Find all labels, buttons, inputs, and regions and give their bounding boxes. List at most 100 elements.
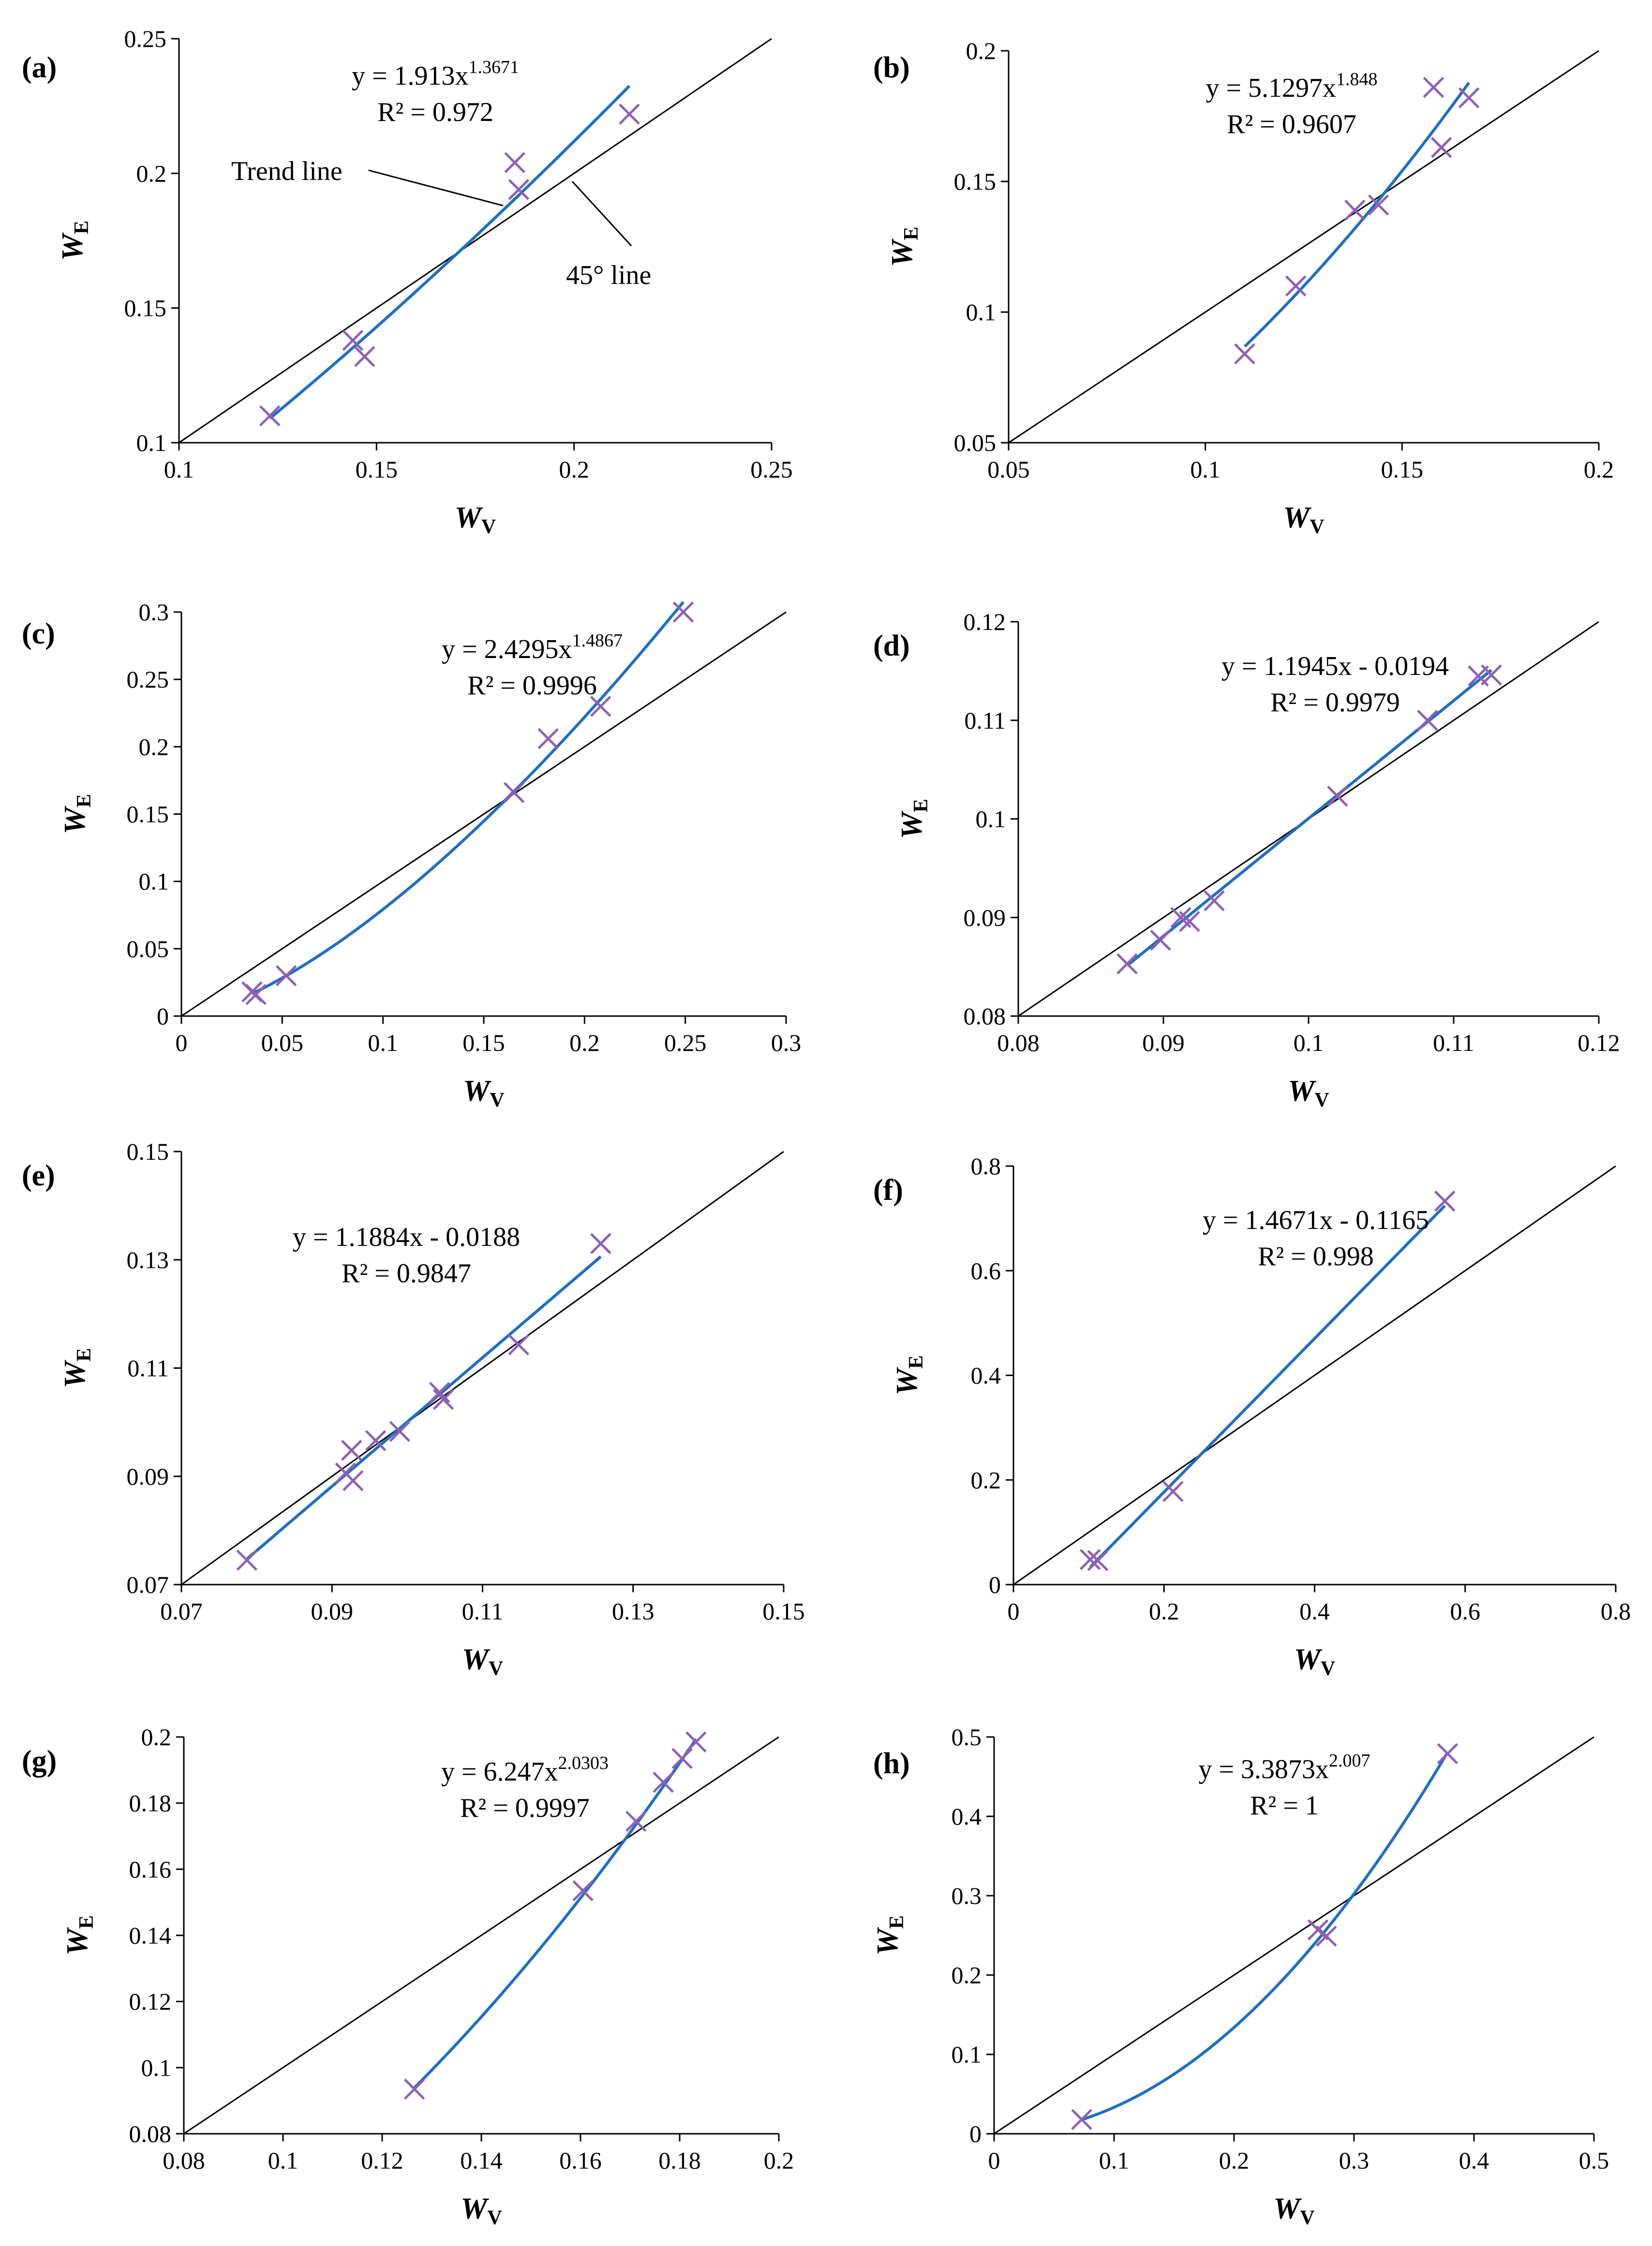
data-point [572, 1880, 594, 1902]
panel-label: (f) [873, 1174, 903, 1207]
x-tick-label: 0.25 [750, 456, 793, 483]
x-tick-label: 0.25 [664, 1029, 707, 1056]
data-point [625, 1811, 647, 1832]
data-point [1179, 911, 1200, 932]
fit-equation: y = 3.3873x2.007 [1198, 1751, 1370, 1784]
data-point [1071, 2109, 1092, 2130]
data-point [365, 1430, 387, 1452]
data-point [1087, 1550, 1109, 1572]
panel-label: (g) [22, 1745, 57, 1778]
y-tick-label: 0.1 [966, 299, 997, 326]
data-point [503, 782, 525, 803]
y-tick-label: 0.1 [139, 868, 169, 895]
y-tick-label: 0.11 [964, 707, 1006, 734]
panel-label: (b) [873, 51, 910, 84]
x-tick-label: 0.12 [361, 2147, 403, 2174]
y-tick-label: 0.8 [971, 1153, 1001, 1180]
data-point [259, 405, 281, 427]
x-tick-label: 0.08 [163, 2147, 205, 2174]
y-tick-label: 0 [969, 2120, 982, 2147]
data-point [432, 1389, 454, 1410]
fit-equation: y = 1.1945x - 0.0194 [1221, 651, 1449, 681]
data-point [354, 346, 375, 367]
chart-panel-7: (g) 0.08 0.1 0.12 0.14 0.16 0.18 0.2 0.08 0.1 0.12… [22, 1723, 794, 2229]
chart-panel-8: (h) 0 0.1 0.2 0.3 0.4 0.5 0 0.1 0.2 0.3 0.4 0.5 y = 3… [871, 1723, 1609, 2229]
chart-panel-1: (a) 0.1 0.15 0.2 0.25 0.1 0.15 0.2 0.25 y = 1.913… [22, 25, 793, 538]
x-tick-label: 0.12 [1578, 1029, 1620, 1056]
data-point [590, 696, 611, 717]
x-tick-label: 0.11 [462, 1598, 504, 1625]
y-axis-title: WE [871, 1915, 908, 1955]
data-point [1417, 709, 1438, 731]
panel-label: (c) [22, 617, 55, 650]
x-tick-label: 0.2 [1149, 1598, 1179, 1625]
r-squared-label: R² = 0.9997 [460, 1793, 590, 1823]
x-tick-label: 0.15 [462, 1029, 505, 1056]
x-tick-label: 0 [988, 2147, 1000, 2174]
x-tick-label: 0.09 [311, 1598, 354, 1625]
trend-line-pointer [368, 169, 504, 207]
r-squared-label: R² = 0.9996 [467, 671, 597, 701]
trend-line [251, 601, 685, 995]
y-tick-label: 0.09 [127, 1463, 169, 1490]
reference-45-line [179, 38, 772, 444]
y-tick-label: 0.12 [129, 1988, 172, 2015]
y-tick-label: 0.07 [127, 1571, 169, 1598]
y-tick-label: 0.2 [952, 1962, 982, 1989]
y-tick-label: 0.15 [954, 168, 997, 195]
fit-equation: y = 6.247x2.0303 [441, 1753, 609, 1787]
fit-equation: y = 1.4671x - 0.1165 [1203, 1205, 1429, 1235]
y-tick-label: 0.25 [124, 25, 167, 52]
data-point [1423, 76, 1444, 98]
x-tick-label: 0.11 [1433, 1029, 1474, 1056]
x-tick-label: 0.2 [1584, 456, 1614, 483]
data-point [1307, 1919, 1329, 1941]
y-tick-label: 0.15 [127, 1138, 169, 1165]
y-tick-label: 0.09 [964, 904, 1006, 931]
data-point [653, 1771, 674, 1793]
y-tick-label: 0.2 [971, 1467, 1001, 1494]
y-tick-label: 0.1 [976, 806, 1006, 833]
x-tick-label: 0.15 [762, 1598, 805, 1625]
data-point [1368, 194, 1389, 216]
x-tick-label: 0.08 [997, 1029, 1040, 1056]
reference-45-line [1008, 50, 1599, 444]
data-point [1437, 1743, 1459, 1765]
y-tick-label: 0.08 [964, 1003, 1006, 1030]
data-point [1204, 890, 1225, 912]
y-tick-label: 0.2 [136, 160, 167, 187]
r-squared-label: R² = 0.9847 [342, 1258, 471, 1288]
x-tick-label: 0.05 [987, 456, 1030, 483]
trend-line [1089, 1204, 1446, 1569]
y-tick-label: 0.25 [127, 666, 169, 693]
x-tick-label: 0.2 [559, 456, 589, 483]
chart-panel-3: (c) 0 0.05 0.1 0.15 0.2 0.25 0.3 0 0.05 0.1 0.15 0.2… [22, 599, 801, 1111]
x-tick-label: 0.05 [261, 1029, 304, 1056]
x-tick-label: 0.4 [1459, 2147, 1489, 2174]
data-point [1162, 1481, 1184, 1502]
data-point [504, 152, 525, 173]
data-point [1458, 87, 1480, 108]
x-tick-label: 0.07 [160, 1598, 203, 1625]
y-tick-label: 0.3 [139, 599, 169, 626]
x-tick-label: 0.2 [764, 2147, 794, 2174]
data-point [1150, 929, 1171, 951]
data-point [1316, 1925, 1337, 1947]
y-tick-label: 0.1 [141, 2054, 172, 2081]
chart-panel-6: (f) 0 0.2 0.4 0.6 0.8 0 0.2 0.4 0.6 0.8 y = 1.4671x… [873, 1153, 1631, 1680]
data-point [342, 329, 364, 351]
y-tick-label: 0.1 [952, 2041, 982, 2068]
x-axis-title: WV [1288, 1075, 1329, 1111]
data-point [341, 1439, 362, 1461]
reference-45-line [994, 1736, 1594, 2135]
y-tick-label: 0.18 [129, 1790, 172, 1817]
x-tick-label: 0.1 [1294, 1029, 1324, 1056]
x-tick-label: 0.8 [1601, 1598, 1631, 1625]
x-axis-title: WV [1294, 1643, 1335, 1680]
trend-line [1081, 1752, 1449, 2121]
trend-line [268, 85, 631, 420]
data-point [537, 728, 559, 749]
x-tick-label: 0.15 [356, 456, 398, 483]
trend-line [1126, 669, 1492, 967]
x-tick-label: 0 [1008, 1598, 1020, 1625]
